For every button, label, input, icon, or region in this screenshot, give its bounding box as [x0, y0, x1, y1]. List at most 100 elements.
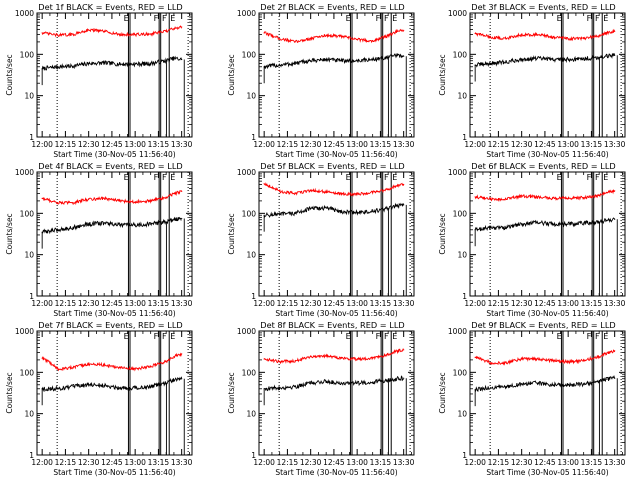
x-tick-label: 13:30 — [171, 299, 193, 308]
x-tick-label: 13:15 — [148, 140, 170, 149]
lld-data-point — [583, 197, 585, 199]
panel-title: Det 8f BLACK = Events, RED = LLD — [260, 320, 404, 330]
x-axis-label: Start Time (30-Nov-05 11:56:40) — [53, 309, 175, 318]
lld-data-point — [606, 32, 608, 34]
events-data-point — [165, 60, 167, 62]
detector-panel: Det 8f BLACK = Events, RED = LLD 1 10 100 10… — [227, 320, 415, 477]
lld-data-point — [173, 193, 175, 195]
x-tick-label: 13:00 — [557, 299, 579, 308]
events-data-point — [490, 227, 492, 229]
lld-series-line — [474, 28, 615, 42]
interval-marker-label: E — [124, 173, 129, 182]
x-tick-label: 12:30 — [78, 299, 100, 308]
events-data-point — [552, 58, 554, 61]
interval-marker-label: E — [124, 14, 129, 23]
y-tick-label: 1 — [251, 292, 256, 301]
events-data-point — [606, 219, 608, 221]
y-tick-label: 100 — [20, 209, 35, 218]
x-axis-label: Start Time (30-Nov-05 11:56:40) — [53, 150, 175, 159]
lld-data-point — [181, 190, 183, 192]
events-data-point — [165, 221, 167, 223]
events-data-point — [279, 387, 281, 389]
y-tick-label: 100 — [453, 209, 468, 218]
events-data-point — [395, 378, 397, 380]
panel-title: Det 7f BLACK = Events, RED = LLD — [38, 320, 182, 330]
lld-data-point — [181, 353, 183, 355]
lld-series-line — [41, 352, 183, 372]
interval-marker-label: E — [170, 173, 175, 182]
events-data-point — [41, 231, 43, 233]
events-data-point — [395, 205, 397, 207]
x-tick-label: 12:15 — [277, 299, 299, 308]
lld-data-point — [119, 34, 121, 36]
events-data-point — [403, 55, 405, 57]
y-tick-label: 100 — [20, 50, 35, 59]
events-data-point — [356, 211, 358, 214]
lld-data-point — [567, 361, 569, 363]
lld-data-point — [505, 198, 507, 200]
lld-data-point — [395, 31, 397, 33]
lld-data-point — [72, 202, 74, 204]
x-tick-label: 12:30 — [78, 140, 100, 149]
lld-data-point — [310, 189, 312, 191]
plot-frame — [36, 12, 193, 138]
events-data-point — [325, 207, 327, 209]
lld-data-point — [57, 368, 59, 370]
events-data-point — [372, 381, 374, 383]
events-data-point — [387, 379, 389, 381]
lld-data-point — [598, 356, 600, 358]
interval-marker-label: E — [392, 14, 397, 23]
events-data-point — [567, 58, 569, 61]
events-data-point — [310, 208, 312, 210]
interval-marker-label: E — [392, 332, 397, 341]
lld-data-point — [263, 32, 265, 34]
lld-data-point — [103, 30, 105, 32]
y-tick-label: 1 — [251, 133, 256, 142]
y-tick-label: 1000 — [448, 327, 467, 336]
x-tick-label: 12:15 — [488, 140, 510, 149]
lld-data-point — [134, 368, 136, 370]
panel-title: Det 3f BLACK = Events, RED = LLD — [471, 2, 615, 12]
events-data-point — [88, 384, 90, 386]
lld-data-point — [583, 38, 585, 40]
lld-data-point — [88, 29, 90, 31]
events-data-point — [474, 229, 476, 231]
panel-title: Det 5f BLACK = Events, RED = LLD — [260, 161, 404, 171]
x-tick-label: 13:00 — [557, 140, 579, 149]
y-tick-label: 10 — [457, 251, 467, 260]
lld-data-point — [41, 197, 43, 199]
y-tick-label: 1 — [29, 451, 34, 460]
x-tick-label: 12:30 — [511, 299, 533, 308]
events-series-line — [474, 53, 616, 68]
x-tick-label: 12:45 — [101, 299, 123, 308]
lld-data-point — [372, 191, 374, 194]
lld-data-point — [387, 188, 389, 190]
panel-title: Det 4f BLACK = Events, RED = LLD — [38, 161, 182, 171]
lld-series-line — [263, 182, 405, 197]
detector-panel: Det 3f BLACK = Events, RED = LLD 1 10 100 10… — [438, 2, 626, 159]
events-data-point — [103, 384, 105, 387]
y-tick-label: 1 — [29, 292, 34, 301]
lld-data-point — [57, 202, 59, 204]
events-data-point — [88, 62, 90, 65]
x-tick-label: 12:45 — [534, 140, 556, 149]
y-tick-label: 100 — [242, 50, 257, 59]
events-data-point — [505, 386, 507, 388]
interval-marker-label: F — [162, 173, 167, 182]
y-tick-label: 10 — [246, 92, 256, 101]
y-tick-label: 100 — [242, 209, 257, 218]
x-tick-label: 12:15 — [488, 458, 510, 467]
interval-marker-label: E — [170, 332, 175, 341]
lld-data-point — [150, 200, 152, 202]
lld-data-point — [263, 183, 265, 185]
y-axis-label: Counts/sec — [438, 372, 447, 413]
events-data-point — [341, 60, 343, 62]
y-tick-label: 1000 — [15, 327, 34, 336]
x-tick-label: 13:15 — [581, 140, 603, 149]
lld-data-point — [134, 201, 136, 203]
x-tick-label: 13:00 — [124, 299, 146, 308]
x-tick-label: 12:30 — [300, 140, 322, 149]
lld-data-point — [536, 196, 538, 198]
events-data-point — [598, 56, 600, 58]
events-data-point — [263, 388, 265, 390]
